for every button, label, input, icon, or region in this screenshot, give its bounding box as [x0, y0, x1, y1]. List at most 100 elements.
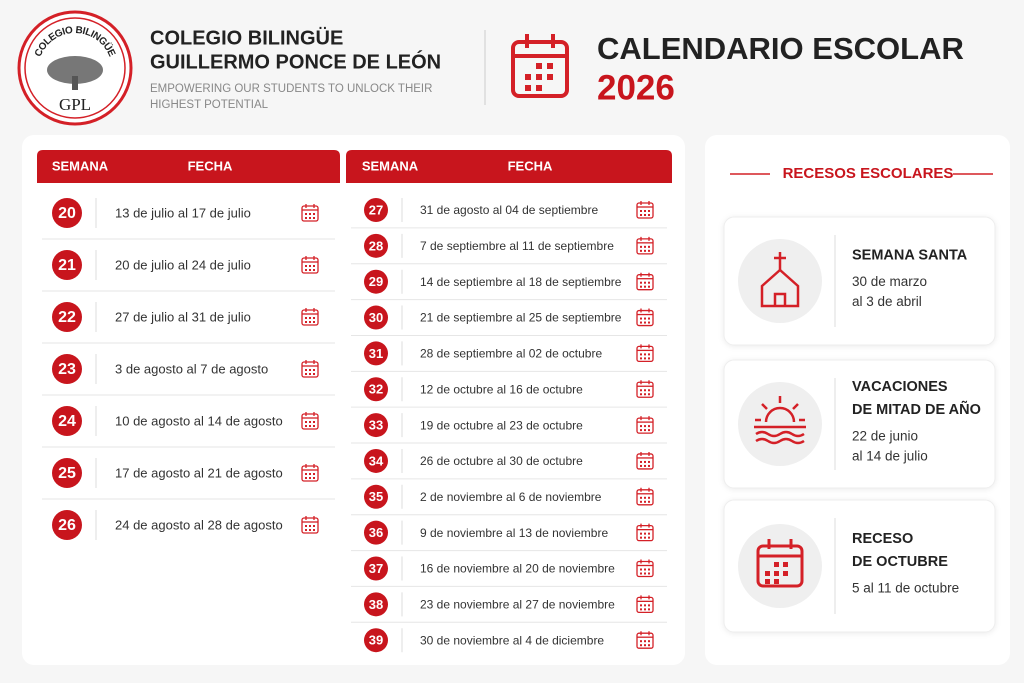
logo-ring-inner	[24, 17, 126, 119]
row-calendar-icon	[301, 412, 319, 430]
icon-dot	[648, 572, 650, 575]
icon-dot	[648, 210, 650, 212]
icon-part	[305, 308, 315, 312]
week-badge	[364, 592, 388, 617]
week-badge	[364, 520, 388, 545]
icon-dot	[640, 608, 642, 611]
receso-title: DE OCTUBRE	[852, 554, 948, 570]
icon-part	[773, 292, 787, 306]
icon-dot	[644, 353, 646, 356]
row-calendar-icon	[636, 236, 654, 255]
row-calendar-icon	[636, 487, 654, 506]
icon-dot	[644, 317, 646, 320]
week-badge	[52, 458, 82, 488]
week-number: 24	[58, 413, 76, 430]
icon-dot	[648, 214, 650, 216]
icon-dot	[648, 604, 650, 607]
icon-dot	[313, 321, 315, 323]
icon-part	[754, 425, 806, 445]
icon-dot	[313, 265, 315, 267]
icon-circle	[738, 524, 822, 608]
header-cell: SEMANA	[52, 158, 109, 173]
icon-dot	[640, 393, 642, 396]
icon-dot	[644, 281, 646, 284]
week-dates: 17 de agosto al 21 de agosto	[115, 465, 283, 480]
icon-dot	[309, 473, 311, 475]
icon-dot	[648, 532, 650, 535]
icon-dot	[640, 321, 642, 324]
icon-dot	[313, 421, 315, 423]
week-dates: 30 de noviembre al 4 de diciembre	[420, 633, 604, 647]
logo: COLEGIO BILINGÜE GPL	[17, 10, 133, 126]
week-dates: 2 de noviembre al 6 de noviembre	[420, 490, 602, 504]
icon-part	[774, 252, 786, 270]
icon-dot	[648, 568, 650, 571]
week-badge	[364, 198, 388, 222]
icon-dot	[640, 496, 642, 499]
week-number: 23	[58, 361, 76, 378]
icon-dot	[640, 210, 642, 212]
icon-part	[636, 202, 654, 219]
receso-title: RECESO	[852, 531, 913, 547]
week-badge	[364, 556, 388, 581]
icon-part	[636, 489, 654, 506]
icon-dot	[313, 217, 315, 219]
icon-dot	[644, 389, 646, 392]
row-calendar-icon	[301, 360, 319, 378]
icon-dot	[313, 369, 315, 371]
icon-dot	[644, 214, 646, 216]
icon-dot	[640, 281, 642, 284]
icon-part	[301, 361, 319, 378]
icon-part	[301, 257, 319, 274]
icon-dot	[309, 217, 311, 219]
icon-dot	[640, 357, 642, 360]
icon-part	[636, 274, 654, 291]
icon-dot	[640, 425, 642, 428]
row-calendar-icon	[636, 559, 654, 578]
icon-dots	[765, 562, 788, 584]
school-name: COLEGIO BILINGÜE	[150, 26, 343, 49]
week-number: 25	[58, 465, 76, 482]
week-dates: 26 de octubre al 30 de octubre	[420, 454, 583, 468]
icon-part	[301, 309, 319, 326]
icon-dot	[309, 321, 311, 323]
week-badge	[52, 250, 82, 280]
icon-dot	[644, 500, 646, 503]
week-number: 39	[369, 633, 383, 648]
header-cell: SEMANA	[362, 158, 419, 173]
icon-dot	[313, 373, 315, 375]
week-badge	[364, 305, 388, 330]
week-dates: 20 de julio al 24 de julio	[115, 257, 251, 272]
icon-dot	[305, 265, 307, 267]
icon-part	[640, 595, 650, 600]
icon-dot	[640, 353, 642, 356]
icon-dot	[648, 429, 650, 432]
icon-dot	[309, 269, 311, 271]
icon-part	[511, 40, 569, 98]
row-calendar-icon	[301, 464, 319, 482]
icon-dot	[640, 249, 642, 252]
row-calendar-icon	[636, 201, 654, 219]
icon-dot	[640, 640, 642, 643]
icon-dot	[648, 608, 650, 611]
week-dates: 28 de septiembre al 02 de octubre	[420, 347, 602, 361]
icon-dot	[640, 536, 642, 539]
icon-dot	[313, 269, 315, 271]
week-dates: 24 de agosto al 28 de agosto	[115, 517, 283, 532]
church-icon	[760, 252, 800, 308]
receso-dates: 5 al 11 de octubre	[852, 581, 959, 596]
week-number: 34	[369, 453, 384, 468]
icon-part	[640, 272, 650, 277]
icon-dot	[644, 644, 646, 647]
icon-dot	[309, 425, 311, 427]
calendar-icon	[756, 539, 804, 588]
week-dates: 21 de septiembre al 25 de septiembre	[420, 311, 622, 325]
week-dates: 13 de julio al 17 de julio	[115, 205, 251, 220]
icon-dot	[648, 500, 650, 503]
icon-dot	[644, 321, 646, 324]
logo-trunk	[72, 76, 78, 90]
logo-initials: GPL	[59, 95, 91, 114]
icon-part	[301, 517, 319, 534]
icon-dot	[313, 425, 315, 427]
icon-dot	[640, 429, 642, 432]
